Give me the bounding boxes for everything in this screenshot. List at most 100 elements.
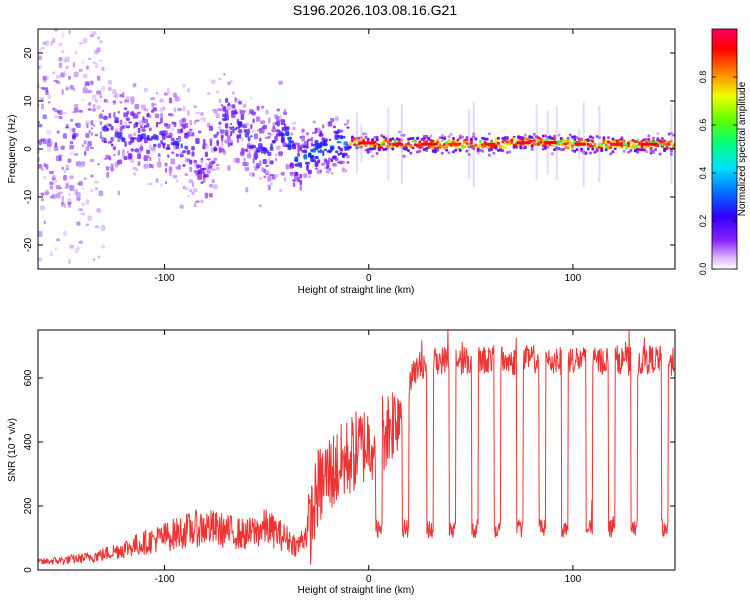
- spectrogram-cell: [187, 110, 190, 116]
- spectrogram-cell: [170, 138, 175, 142]
- spectrogram-cell: [125, 117, 130, 121]
- spectrogram-cell: [73, 132, 79, 137]
- spectrogram-cell: [238, 133, 242, 139]
- spectrogram-cell: [562, 140, 566, 144]
- spectrogram-cell: [631, 138, 635, 142]
- spectrogram-cell: [85, 81, 90, 86]
- spectrogram-cell: [271, 128, 277, 133]
- y-tick-label: -10: [23, 189, 34, 204]
- spectrogram-cell: [68, 192, 71, 196]
- colorbar: 0.0 0.2 0.4 0.6 0.8 Normalized spectral ampl…: [698, 28, 748, 275]
- spectrogram-cell: [334, 157, 339, 162]
- spectrogram-cell: [519, 137, 523, 141]
- spectrogram-cell: [211, 179, 215, 184]
- spectrogram-cell: [164, 167, 168, 173]
- spectrogram-cell: [602, 138, 606, 142]
- spectrogram-cell: [122, 149, 125, 155]
- spectrogram-hotspot: [358, 141, 376, 145]
- spectrogram-cell: [73, 107, 79, 113]
- spectrogram-cell: [114, 127, 119, 133]
- spectrogram-cell: [332, 125, 336, 129]
- spectrogram-cell: [96, 105, 101, 110]
- spectrogram-cell: [69, 152, 75, 155]
- spectrogram-cell: [588, 144, 592, 148]
- spectrogram-cell: [579, 138, 583, 142]
- spectrogram-cell: [217, 108, 223, 112]
- spectrogram-cell: [113, 154, 116, 157]
- spectrogram-cell: [65, 164, 69, 171]
- spectrogram-cell: [160, 183, 163, 187]
- spectrogram-cell: [171, 113, 175, 117]
- spectrogram-cell: [147, 183, 153, 186]
- spectrogram-cell: [184, 186, 189, 191]
- spectrogram-cell: [40, 205, 45, 211]
- spectrogram-cell: [375, 142, 379, 146]
- spectrogram-cell: [494, 146, 498, 150]
- spectrogram-cell: [400, 145, 404, 149]
- spectrogram-hotspot: [449, 142, 462, 146]
- spectrogram-cell: [373, 147, 377, 151]
- spectrogram-cell: [61, 50, 64, 53]
- spectrogram-cell: [294, 163, 299, 167]
- spectrogram-cell: [431, 139, 435, 143]
- spectrogram-cell: [52, 174, 55, 177]
- spectrogram-cell: [130, 99, 134, 105]
- spectrogram-cell: [474, 137, 478, 141]
- spectrogram-cell: [297, 142, 300, 149]
- spectrogram-cell: [517, 136, 521, 140]
- spectrogram-cell: [268, 135, 271, 139]
- spectrogram-cell: [188, 179, 193, 184]
- spectrogram-cell: [329, 145, 335, 150]
- spectrogram-cell: [92, 108, 97, 112]
- spectrogram-cell: [99, 133, 102, 139]
- spectrogram-cell: [310, 154, 314, 159]
- spectrogram-cell: [45, 90, 49, 95]
- spectrogram-cell: [122, 92, 125, 99]
- spectrogram-cell: [159, 107, 164, 112]
- spectrogram-cell: [213, 134, 218, 139]
- spectrogram-cell: [83, 177, 87, 180]
- spectrogram-cell: [42, 138, 47, 145]
- spectrogram-cell: [262, 124, 267, 130]
- spectrogram-cell: [413, 139, 417, 143]
- spectrogram-cell: [297, 152, 300, 157]
- spectrogram-cell: [65, 126, 70, 129]
- spectrogram-cell: [244, 122, 250, 126]
- spectrogram-cell: [234, 108, 237, 112]
- y-tick-label: -20: [23, 237, 34, 252]
- spectrogram-cell: [357, 145, 361, 149]
- spectrogram-cell: [101, 136, 105, 143]
- spectrogram-cell: [106, 99, 109, 104]
- spectrogram-cell: [519, 145, 523, 149]
- spectrogram-cell: [85, 199, 90, 205]
- spectrogram-cell: [184, 173, 188, 176]
- spectrogram-cell: [160, 117, 163, 124]
- spectrogram-cell: [232, 125, 235, 129]
- spectrogram-cell: [283, 108, 287, 113]
- spectrogram-cell: [280, 133, 286, 136]
- spectrogram-cell: [346, 155, 350, 159]
- spectrogram-cell: [306, 164, 309, 169]
- spectrogram-cell: [300, 129, 306, 132]
- spectrogram-cell: [273, 174, 279, 178]
- spectrogram-cell: [41, 168, 44, 171]
- spectrogram-cell: [458, 148, 462, 152]
- spectrogram-cell: [669, 152, 673, 156]
- spectrogram-cell: [251, 144, 256, 149]
- spectrogram-cell: [341, 161, 346, 164]
- spectrogram-cell: [521, 146, 525, 150]
- spectrogram-cell: [366, 148, 370, 152]
- spectrogram-cell: [81, 59, 84, 65]
- spectrogram-cell: [299, 185, 302, 191]
- spectrogram-cell: [240, 117, 245, 121]
- spectrogram-cell: [613, 147, 617, 151]
- spectrogram-cell: [638, 148, 642, 152]
- spectrogram-cell: [280, 136, 285, 143]
- spectrogram-cell: [317, 150, 320, 153]
- spectrogram-cell: [667, 146, 671, 150]
- spectrogram-cell: [49, 181, 54, 185]
- spectrogram-cell: [332, 163, 337, 167]
- spectrogram-cell: [618, 138, 622, 142]
- spectrogram-cell: [289, 173, 294, 177]
- spectrogram-cell: [322, 150, 325, 156]
